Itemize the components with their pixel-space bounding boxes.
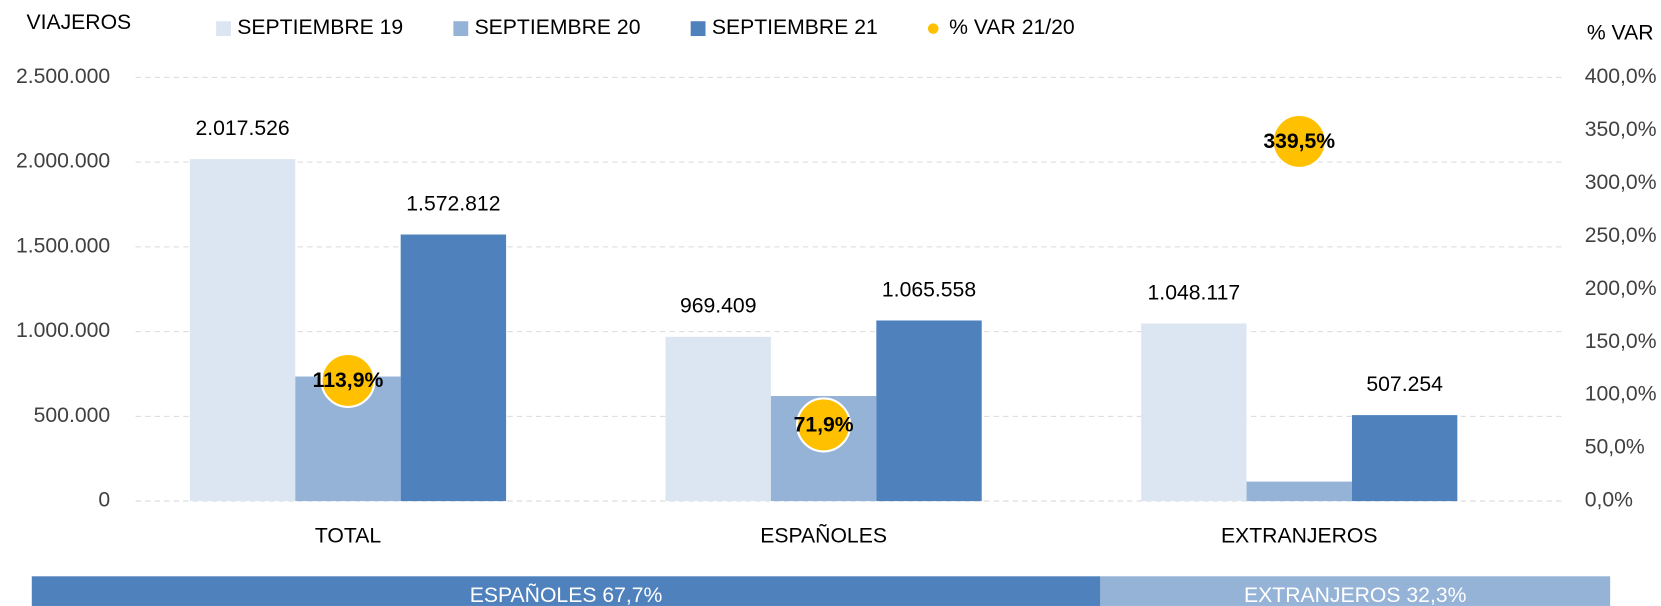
bar	[1246, 481, 1352, 502]
legend-swatch	[927, 23, 939, 34]
data-label: 1.065.558	[882, 278, 976, 301]
y-tick-label: 1.500.000	[16, 234, 110, 257]
legend-label: % VAR 21/20	[949, 16, 1075, 39]
x-tick-label: TOTAL	[315, 525, 382, 548]
y2-tick-label: 100,0%	[1585, 383, 1657, 406]
data-label: 969.409	[680, 295, 757, 318]
var-label: 113,9%	[313, 369, 384, 392]
bar	[665, 336, 771, 502]
y2-tick-label: 0,0%	[1585, 489, 1633, 512]
data-label: 2.017.526	[195, 117, 289, 140]
y2-tick-label: 400,0%	[1585, 65, 1657, 88]
bar	[400, 234, 507, 502]
bar	[1141, 323, 1247, 502]
bar	[189, 159, 296, 502]
legend-swatch	[216, 21, 231, 37]
var-label: 71,9%	[794, 414, 854, 437]
legend-swatch	[690, 21, 706, 37]
share-segment	[1100, 576, 1611, 606]
share-label: EXTRANJEROS 32,3%	[1244, 584, 1467, 606]
y2-tick-label: 250,0%	[1585, 224, 1657, 247]
share-segment	[31, 576, 1101, 606]
share-label: ESPAÑOLES 67,7%	[470, 582, 663, 606]
y-tick-label: 2.000.000	[16, 150, 110, 173]
legend-label: SEPTIEMBRE 20	[475, 16, 641, 39]
data-label: 507.254	[1366, 373, 1443, 396]
var-dot	[796, 397, 852, 453]
data-label: 1.048.117	[1148, 281, 1241, 304]
y2-tick-label: 300,0%	[1585, 171, 1657, 194]
y2-tick-label: 50,0%	[1585, 436, 1645, 459]
y2-axis-title: % VAR	[1587, 22, 1654, 45]
legend-label: SEPTIEMBRE 21	[712, 16, 878, 39]
y-axis-title: VIAJEROS	[26, 11, 131, 34]
legend-label: SEPTIEMBRE 19	[237, 16, 403, 39]
var-dot	[1271, 113, 1327, 169]
x-tick-label: ESPAÑOLES	[760, 523, 887, 548]
x-tick-label: EXTRANJEROS	[1221, 525, 1377, 548]
bar	[1351, 415, 1458, 502]
bar	[876, 320, 982, 502]
y2-tick-label: 150,0%	[1585, 330, 1657, 353]
y2-tick-label: 200,0%	[1585, 277, 1657, 300]
var-label: 339,5%	[1263, 130, 1335, 153]
y-tick-label: 0	[98, 489, 110, 512]
y-tick-label: 1.000.000	[16, 319, 110, 342]
var-dot	[320, 352, 376, 408]
legend-swatch	[453, 21, 469, 37]
y2-tick-label: 350,0%	[1585, 118, 1657, 141]
y-tick-label: 500.000	[34, 404, 111, 427]
data-label: 1.572.812	[406, 192, 500, 215]
y-tick-label: 2.500.000	[16, 65, 110, 88]
